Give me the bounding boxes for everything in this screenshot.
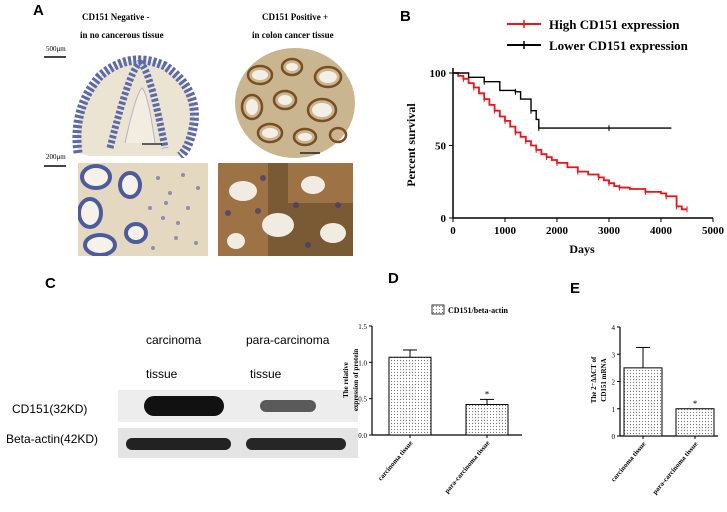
mrna-expression-chart: 0 1 2 3 4 carcinoma tissue * para-carcinoma ti… <box>590 324 718 496</box>
mrna-y-tick-label: 0 <box>612 433 616 441</box>
protein-expression-chart: CD151/beta-actin 0.0 0.5 1.0 1.5 carcinoma … <box>342 304 522 495</box>
protein-y-tick-label: 0.5 <box>358 396 367 404</box>
survival-series-low <box>453 72 672 129</box>
protein-significance-mark: * <box>485 389 490 399</box>
band-actin-paracarcinoma <box>246 438 346 450</box>
survival-y-tick-label: 50 <box>435 141 447 153</box>
survival-y-tick-label: 100 <box>430 68 447 80</box>
ihc-negative-high-mag-image <box>78 163 208 256</box>
blot-row-label-actin: Beta-actin(42KD) <box>6 432 99 446</box>
survival-x-tick-label: 1000 <box>494 225 517 237</box>
protein-x-tick-label: para-carcinoma tissue <box>443 439 492 495</box>
legend-label-d: CD151/beta-actin <box>448 306 509 315</box>
protein-bars: carcinoma tissue * para-carcinoma tissue <box>376 349 509 495</box>
legend-label-high: High CD151 expression <box>549 17 680 32</box>
survival-xlabel: Days <box>569 242 595 256</box>
blot-col2-line2: tissue <box>250 367 282 381</box>
ihc-positive-low-mag-image <box>230 45 360 160</box>
panel-label-a: A <box>33 2 44 19</box>
mrna-bar <box>623 367 663 437</box>
positive-caption-line2: in colon cancer tissue <box>252 30 334 40</box>
scale-label-200um: 200μm <box>46 153 66 161</box>
ihc-positive-high-mag-image <box>218 163 353 256</box>
survival-x-tick-label: 5000 <box>702 225 725 237</box>
scale-bar-200um <box>44 165 66 167</box>
survival-series-high <box>453 72 687 211</box>
survival-y-tick-label: 0 <box>441 213 447 225</box>
mrna-y-tick-label: 4 <box>612 324 616 332</box>
mrna-ylabel-line1: The 2⁻ΔΔCT of <box>590 356 598 403</box>
negative-caption-line2: in no cancerous tissue <box>80 30 164 40</box>
negative-caption-line1: CD151 Negative - <box>82 12 150 22</box>
blot-col2-line1: para-carcinoma <box>246 333 330 347</box>
mrna-ylabel-line2: CD151 mRNA <box>600 358 608 401</box>
mrna-y-tick-label: 1 <box>612 406 616 414</box>
protein-x-tick-label: carcinoma tissue <box>376 439 414 482</box>
legend-swatch-d <box>431 304 445 315</box>
mrna-x-tick-label: carcinoma tissue <box>609 440 647 483</box>
band-actin-carcinoma <box>126 438 231 450</box>
protein-bar <box>465 403 509 436</box>
mrna-x-tick-label: para-carcinoma tissue <box>651 440 700 496</box>
survival-series <box>453 72 688 213</box>
survival-x-tick-label: 4000 <box>650 225 673 237</box>
protein-bar <box>388 356 432 436</box>
legend-label-low: Lower CD151 expression <box>549 38 689 53</box>
positive-caption-line1: CD151 Positive + <box>262 12 329 22</box>
blot-strip-cd151 <box>118 390 358 422</box>
panel-label-b: B <box>400 8 411 25</box>
mrna-significance-mark: * <box>693 399 698 409</box>
protein-y-tick-label: 1.5 <box>358 323 367 331</box>
blot-strip-actin <box>118 428 358 458</box>
band-cd151-paracarcinoma <box>260 400 316 412</box>
protein-y-tick-label: 0.0 <box>358 432 367 440</box>
protein-ylabel-line1: The relative <box>342 362 350 398</box>
survival-axes: 0 1000 2000 3000 4000 5000 0 50 100 <box>430 68 725 237</box>
panel-label-d: D <box>388 270 399 287</box>
survival-x-tick-label: 0 <box>450 225 456 237</box>
scale-label-500um: 500μm <box>46 45 66 53</box>
blot-row-label-cd151: CD151(32KD) <box>12 402 88 416</box>
panel-label-e: E <box>570 280 581 297</box>
scale-bar-500um <box>44 56 66 58</box>
ihc-negative-low-mag-image <box>70 48 200 158</box>
survival-x-tick-label: 3000 <box>598 225 621 237</box>
mrna-bar <box>675 408 715 437</box>
blot-col1-line2: tissue <box>146 367 178 381</box>
protein-y-tick-label: 1.0 <box>358 359 367 367</box>
mrna-y-tick-label: 3 <box>612 351 616 359</box>
panel-label-c: C <box>45 275 56 292</box>
survival-chart: 0 1000 2000 3000 4000 5000 0 50 100 High CD151 e… <box>404 17 725 256</box>
mrna-y-tick-label: 2 <box>612 379 616 387</box>
band-cd151-carcinoma <box>144 396 224 416</box>
blot-col1-line1: carcinoma <box>146 333 202 347</box>
survival-legend: High CD151 expression Lower CD151 expres… <box>507 17 689 53</box>
protein-ylabel-line2: expression of protein <box>352 349 360 411</box>
survival-x-tick-label: 2000 <box>546 225 569 237</box>
survival-ylabel: Percent survival <box>404 103 418 187</box>
mrna-bars: carcinoma tissue * para-carcinoma tissue <box>609 346 715 496</box>
